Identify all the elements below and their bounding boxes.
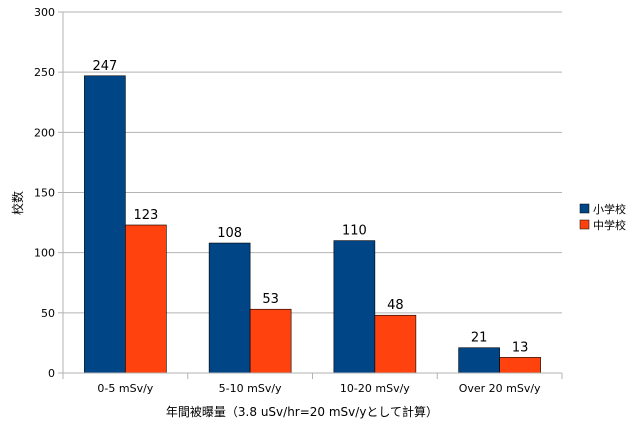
data-label: 13 xyxy=(512,340,529,355)
y-tick-label: 200 xyxy=(34,126,55,139)
data-label: 123 xyxy=(133,208,158,223)
bar xyxy=(208,242,251,374)
x-tick-label: Over 20 mSv/y xyxy=(459,382,541,395)
data-label: 108 xyxy=(217,226,242,241)
bar xyxy=(374,314,417,374)
legend-swatch xyxy=(579,219,590,230)
y-tick-label: 150 xyxy=(34,187,55,200)
data-label: 53 xyxy=(262,292,279,307)
y-tick-label: 50 xyxy=(41,307,55,320)
bar xyxy=(125,224,167,374)
x-tick-label: 0-5 mSv/y xyxy=(97,382,153,395)
y-axis-ticks: 0 50 100 150 200 250 300 xyxy=(34,6,63,380)
legend-label: 小学校 xyxy=(593,202,626,216)
y-axis-title: 校数 xyxy=(10,191,25,215)
bar xyxy=(333,240,376,374)
data-label: 21 xyxy=(471,331,488,346)
data-label: 48 xyxy=(387,298,404,313)
y-tick-label: 250 xyxy=(34,66,55,79)
legend-label: 中学校 xyxy=(593,218,626,232)
data-label: 247 xyxy=(92,59,117,74)
x-axis-title: 年間被曝量（3.8 uSv/hr=20 mSv/yとして計算） xyxy=(166,404,438,419)
data-label: 110 xyxy=(342,224,367,239)
bar xyxy=(249,308,292,374)
y-tick-label: 100 xyxy=(34,247,55,260)
legend-swatch xyxy=(579,203,590,214)
bar xyxy=(458,347,500,374)
data-labels: 247 108 110 21 123 53 48 13 xyxy=(92,59,528,356)
x-axis-ticks: 0-5 mSv/y 5-10 mSv/y 10-20 mSv/y Over 20 mS… xyxy=(62,373,563,395)
y-tick-label: 0 xyxy=(48,367,55,380)
x-tick-label: 10-20 mSv/y xyxy=(340,382,410,395)
x-tick-label: 5-10 mSv/y xyxy=(219,382,282,395)
bar xyxy=(499,357,541,374)
y-tick-label: 300 xyxy=(34,6,55,19)
bars xyxy=(84,75,541,374)
bar xyxy=(84,75,126,374)
